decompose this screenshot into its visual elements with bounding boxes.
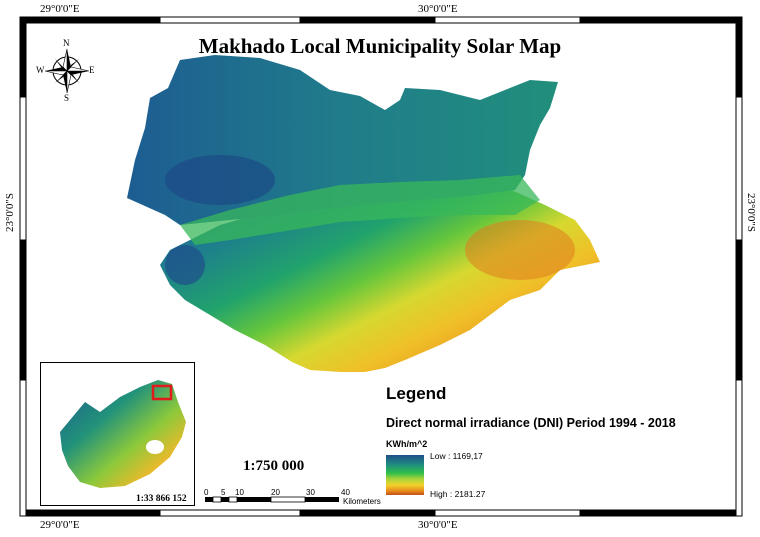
scalebar-tick-30: 30	[306, 488, 315, 497]
legend-unit: KWh/m^2	[386, 439, 428, 449]
scalebar-tick-20: 20	[271, 488, 280, 497]
map-title: Makhado Local Municipality Solar Map	[198, 34, 562, 58]
inset-map-south-africa	[60, 380, 186, 488]
scalebar-tick-0: 0	[204, 488, 209, 497]
compass-n-label: N	[63, 38, 70, 48]
scalebar-tick-40: 40	[341, 488, 350, 497]
legend-high-label: High : 2181.27	[430, 489, 486, 499]
compass-rose-icon	[44, 48, 90, 94]
inset-highlight-box	[151, 384, 173, 401]
coord-label-bottom-left: 29°0'0"E	[40, 519, 80, 531]
map-scale-text: 1:750 000	[243, 458, 305, 474]
legend-subtitle: Direct normal irradiance (DNI) Period 19…	[386, 416, 676, 430]
legend-title: Legend	[386, 384, 447, 403]
scalebar	[205, 496, 339, 503]
scalebar-unit: Kilometers	[343, 497, 381, 506]
scalebar-tick-10: 10	[235, 488, 244, 497]
scalebar-tick-5: 5	[221, 488, 226, 497]
legend-color-ramp	[386, 455, 424, 495]
coord-label-right: 23°0'0"S	[745, 193, 757, 232]
coord-label-bottom-right: 30°0'0"E	[418, 519, 458, 531]
compass-w-label: W	[36, 65, 45, 75]
coord-label-top-left: 29°0'0"E	[40, 3, 80, 15]
inset-scale-text: 1:33 866 152	[136, 494, 187, 504]
legend-low-label: Low : 1169,17	[430, 451, 483, 461]
compass-s-label: S	[64, 93, 70, 103]
coord-label-top-right: 30°0'0"E	[418, 3, 458, 15]
compass-e-label: E	[89, 65, 95, 75]
